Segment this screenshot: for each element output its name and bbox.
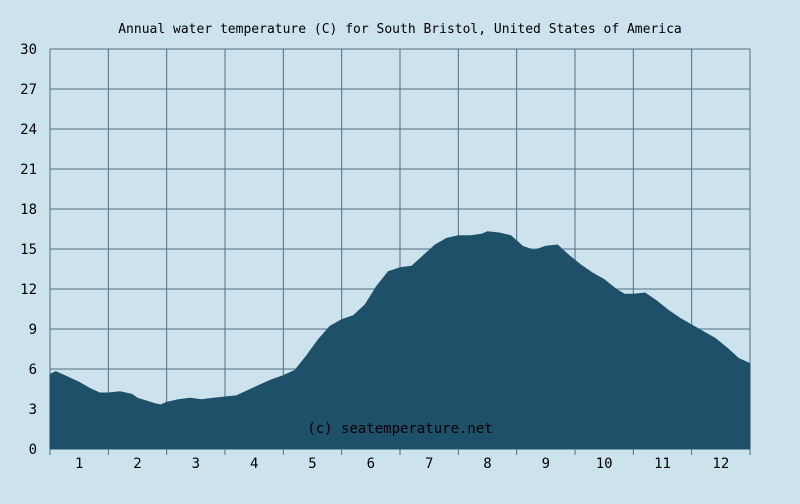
watermark: (c) seatemperature.net [307,421,492,437]
temperature-area [49,231,751,450]
y-tick-label: 18 [20,202,37,218]
y-tick-label: 12 [20,282,37,298]
y-tick-label: 21 [20,162,37,178]
x-tick-label: 4 [250,456,258,472]
y-tick-label: 30 [20,42,37,58]
x-axis-ticks: 1 2 3 4 5 6 7 8 9 10 11 12 [75,456,729,472]
x-tick-label: 5 [308,456,316,472]
chart-title: Annual water temperature (C) for South B… [118,22,682,37]
x-tick-label: 6 [367,456,375,472]
x-tick-label: 3 [192,456,200,472]
x-tick-label: 8 [483,456,491,472]
y-tick-label: 3 [29,402,37,418]
x-tick-label: 11 [654,456,671,472]
x-tick-label: 10 [596,456,613,472]
y-tick-label: 6 [29,362,37,378]
y-tick-label: 0 [29,442,37,458]
x-tick-label: 7 [425,456,433,472]
x-tick-label: 9 [542,456,550,472]
x-tick-label: 12 [712,456,729,472]
y-axis-ticks: 0 3 6 9 12 15 18 21 24 27 30 [20,42,37,458]
x-tick-label: 1 [75,456,83,472]
y-tick-label: 24 [20,122,37,138]
y-tick-label: 27 [20,82,37,98]
grid-overlay [49,449,751,455]
y-tick-label: 9 [29,322,37,338]
x-tick-label: 2 [133,456,141,472]
y-tick-label: 15 [20,242,37,258]
